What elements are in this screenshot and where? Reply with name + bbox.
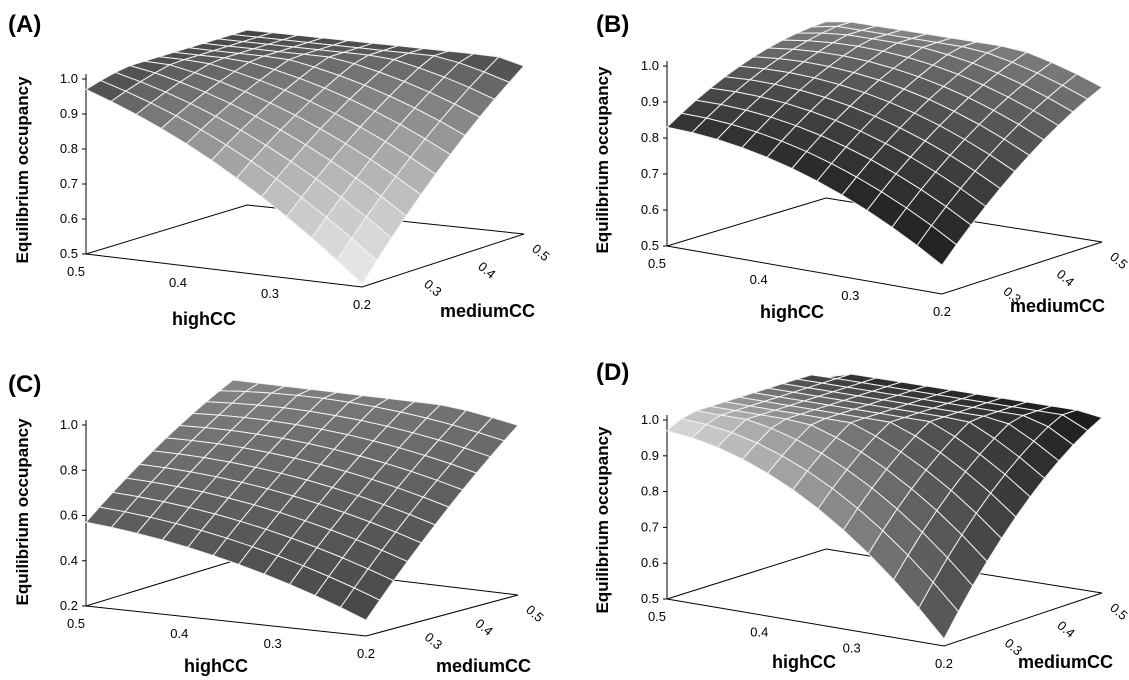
x-tick-label: 0.4 bbox=[169, 275, 187, 290]
y-tick-label: 0.4 bbox=[475, 259, 498, 282]
z-tick-label: 0.6 bbox=[60, 508, 78, 523]
x-tick-label: 0.3 bbox=[843, 640, 861, 655]
z-tick-label: 0.6 bbox=[641, 555, 659, 570]
y-tick-label: 0.5 bbox=[1107, 600, 1129, 623]
panel-a: (A) 0.5 0.6 0.7 0.8 0.9 1.0 Equilibrium occupan… bbox=[8, 11, 553, 329]
floor-plane bbox=[85, 204, 525, 288]
x-tick-label: 0.5 bbox=[67, 264, 85, 279]
z-tick-label: 0.5 bbox=[60, 246, 78, 261]
floor-plane bbox=[85, 560, 519, 637]
x-tick-label: 0.3 bbox=[841, 288, 859, 303]
x-tick-label: 0.2 bbox=[357, 646, 375, 661]
z-tick-label: 1.0 bbox=[641, 412, 659, 427]
z-tick-label: 0.7 bbox=[641, 519, 659, 534]
surface-cell bbox=[336, 237, 378, 285]
z-axis-label: Equilibrium occupancy bbox=[13, 418, 32, 606]
x-tick-label: 0.5 bbox=[67, 616, 85, 631]
x-tick-label: 0.3 bbox=[264, 636, 282, 651]
z-tick-label: 0.9 bbox=[641, 94, 659, 109]
surface bbox=[84, 29, 525, 285]
y-tick-label: 0.5 bbox=[523, 602, 546, 625]
panel-label: (C) bbox=[8, 371, 41, 398]
surface bbox=[665, 373, 1103, 640]
x-axis-label: highCC bbox=[772, 652, 836, 672]
panel-b: (B) 0.5 0.6 0.7 0.8 0.9 1.0 Equilibrium occupan… bbox=[593, 11, 1129, 322]
panel-label: (B) bbox=[596, 11, 629, 38]
z-tick-label: 0.8 bbox=[60, 141, 78, 156]
z-tick-label: 0.9 bbox=[641, 448, 659, 463]
x-tick-label: 0.2 bbox=[353, 297, 371, 312]
z-tick-label: 0.6 bbox=[641, 202, 659, 217]
z-tick-label: 0.5 bbox=[641, 591, 659, 606]
y-tick-label: 0.5 bbox=[529, 241, 552, 264]
surface-cell bbox=[916, 224, 958, 266]
floor-plane bbox=[666, 548, 1103, 647]
z-tick-label: 0.8 bbox=[60, 462, 78, 477]
z-axis-label: Equilibrium occupancy bbox=[593, 66, 612, 254]
z-tick-label: 0.8 bbox=[641, 484, 659, 499]
y-tick-label: 0.3 bbox=[422, 629, 445, 652]
y-axis-label: mediumCC bbox=[1018, 652, 1113, 672]
y-axis-label: mediumCC bbox=[1010, 296, 1105, 316]
x-axis-label: highCC bbox=[184, 656, 248, 676]
panel-d: (D) 0.5 0.6 0.7 0.8 0.9 1.0 Equilibrium occupan… bbox=[593, 359, 1129, 672]
y-axis-label: mediumCC bbox=[436, 656, 531, 676]
z-axis-label: Equilibrium occupancy bbox=[13, 76, 32, 264]
z-tick-label: 0.7 bbox=[60, 176, 78, 191]
x-tick-label: 0.4 bbox=[170, 626, 188, 641]
x-tick-label: 0.4 bbox=[750, 272, 768, 287]
y-tick-label: 0.5 bbox=[1107, 249, 1129, 272]
floor-plane bbox=[666, 197, 1103, 295]
x-tick-label: 0.2 bbox=[933, 304, 951, 319]
z-tick-label: 1.0 bbox=[60, 71, 78, 86]
y-tick-label: 0.4 bbox=[1054, 618, 1077, 641]
y-axis-label: mediumCC bbox=[440, 301, 535, 321]
panel-c: (C) 0.2 0.4 0.6 0.8 1.0 Equilibrium occupancy 0… bbox=[8, 371, 547, 676]
panel-label: (A) bbox=[8, 11, 41, 38]
x-axis-label: highCC bbox=[172, 309, 236, 329]
panel-label: (D) bbox=[596, 359, 629, 386]
surface bbox=[85, 379, 519, 621]
z-tick-label: 0.2 bbox=[60, 598, 78, 613]
surface-cell bbox=[339, 587, 381, 621]
x-axis-label: highCC bbox=[760, 302, 824, 322]
z-tick-label: 0.5 bbox=[641, 238, 659, 253]
y-tick-label: 0.4 bbox=[1054, 266, 1077, 289]
surface-cell bbox=[918, 581, 960, 640]
z-tick-label: 1.0 bbox=[60, 417, 78, 432]
z-tick-label: 0.6 bbox=[60, 211, 78, 226]
z-tick-label: 0.7 bbox=[641, 166, 659, 181]
x-tick-label: 0.3 bbox=[261, 286, 279, 301]
x-tick-label: 0.2 bbox=[935, 656, 953, 671]
z-tick-label: 0.9 bbox=[60, 106, 78, 121]
z-tick-label: 0.8 bbox=[641, 130, 659, 145]
y-tick-label: 0.3 bbox=[421, 276, 444, 299]
z-axis-label: Equilibrium occupancy bbox=[593, 426, 612, 614]
surface bbox=[665, 21, 1103, 266]
z-tick-label: 0.4 bbox=[60, 553, 78, 568]
z-tick-label: 1.0 bbox=[641, 58, 659, 73]
y-tick-label: 0.4 bbox=[472, 616, 495, 639]
x-tick-label: 0.5 bbox=[648, 609, 666, 624]
x-tick-label: 0.5 bbox=[648, 256, 666, 271]
x-tick-label: 0.4 bbox=[750, 625, 768, 640]
